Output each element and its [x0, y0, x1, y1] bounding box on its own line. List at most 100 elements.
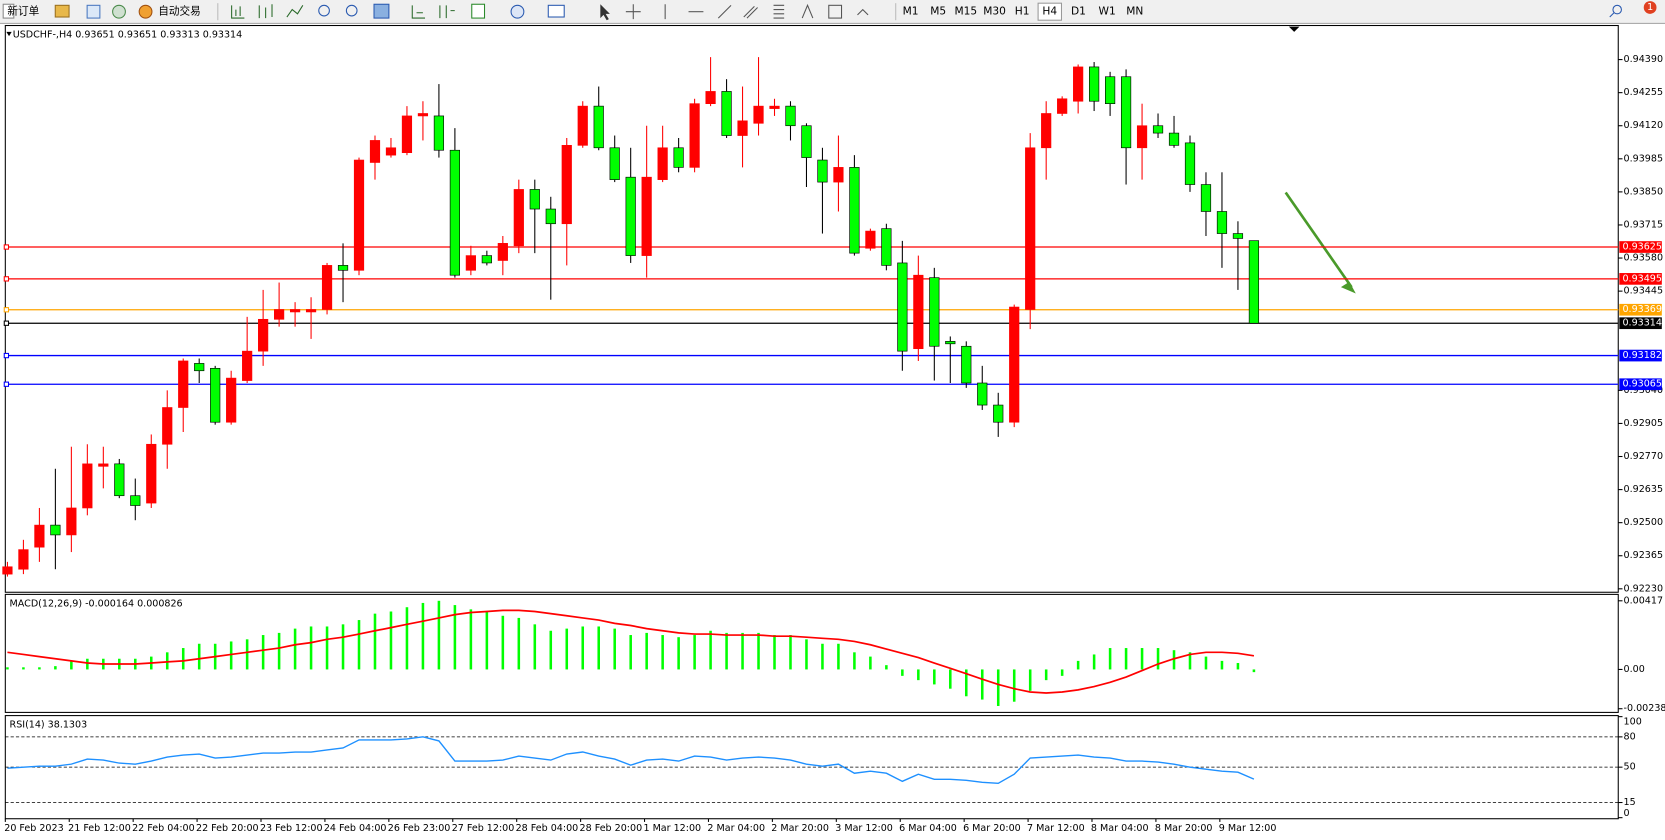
- x-tick-label: 20 Feb 2023: [4, 823, 63, 834]
- candle-body: [82, 463, 93, 509]
- timeframe-button[interactable]: M30: [983, 5, 1006, 18]
- icon[interactable]: [411, 5, 426, 19]
- candle-body: [593, 105, 604, 149]
- candle-body: [849, 167, 860, 254]
- candle-body: [993, 404, 1004, 423]
- icon[interactable]: [773, 4, 785, 19]
- icon[interactable]: [86, 4, 101, 19]
- icon[interactable]: [717, 4, 732, 19]
- icon[interactable]: [828, 4, 843, 19]
- x-tick-label: 8 Mar 20:00: [1155, 823, 1213, 834]
- candle-body: [753, 105, 764, 124]
- candle-body: [577, 105, 588, 146]
- price-line-handle: [3, 320, 10, 326]
- auto-trading-label[interactable]: 自动交易: [158, 5, 200, 18]
- search-icon[interactable]: [1609, 12, 1615, 18]
- macd-bar: [421, 602, 425, 670]
- search-icon[interactable]: [1612, 4, 1622, 15]
- icon[interactable]: [373, 3, 390, 19]
- macd-bar: [373, 613, 377, 670]
- timeframe-button[interactable]: M5: [930, 5, 946, 18]
- macd-bar: [405, 607, 409, 670]
- candle-body: [945, 341, 956, 345]
- candle-body: [1041, 113, 1052, 149]
- icon[interactable]: [471, 3, 486, 19]
- icon[interactable]: [318, 4, 330, 17]
- icon[interactable]: [439, 5, 455, 19]
- price-label: 0.93369: [1622, 304, 1661, 315]
- icon: [2, 3, 15, 19]
- icon[interactable]: [743, 6, 758, 19]
- candle-body: [385, 147, 397, 156]
- candle-body: [449, 149, 460, 276]
- macd-bar: [38, 667, 41, 670]
- icon[interactable]: [286, 5, 304, 18]
- icon[interactable]: [625, 4, 641, 20]
- candle-body: [1120, 76, 1132, 149]
- chart-shift-marker: [1288, 26, 1300, 32]
- candle-body: [689, 103, 700, 168]
- icon[interactable]: [600, 4, 610, 21]
- candle-body: [497, 243, 508, 261]
- icon[interactable]: [231, 5, 245, 19]
- x-tick-label: 6 Mar 04:00: [899, 823, 957, 834]
- price-label: 0.93625: [1622, 242, 1661, 253]
- macd-bar: [309, 626, 313, 670]
- macd-bar: [661, 635, 664, 670]
- icon[interactable]: [547, 4, 565, 18]
- macd-bar: [325, 626, 329, 670]
- candle-body: [146, 443, 157, 504]
- new-order-label[interactable]: 新订单: [7, 5, 39, 18]
- candle-body: [545, 208, 556, 225]
- timeframe-button[interactable]: M1: [903, 5, 919, 18]
- icon[interactable]: [345, 4, 358, 17]
- price-line-handle: [3, 276, 10, 282]
- y-tick-label: 0.94255: [1624, 87, 1663, 98]
- timeframe-button[interactable]: M15: [955, 5, 978, 18]
- price-label-box: [1619, 273, 1662, 285]
- candle-body: [1009, 306, 1020, 423]
- macd-bar: [613, 628, 616, 670]
- y-tick-label: 15: [1624, 797, 1636, 808]
- macd-bar: [1172, 650, 1176, 670]
- macd-bar: [980, 669, 984, 700]
- candle-body: [785, 105, 796, 127]
- y-tick-label: 0.93445: [1624, 286, 1663, 297]
- timeframe-button[interactable]: MN: [1126, 5, 1143, 18]
- price-label-box: [1619, 241, 1662, 253]
- y-tick-label: 100: [1624, 716, 1642, 727]
- icon[interactable]: [801, 3, 814, 19]
- candle-body: [865, 230, 876, 249]
- icon[interactable]: [510, 4, 525, 19]
- macd-bar: [949, 669, 952, 689]
- macd-bar: [1156, 648, 1160, 670]
- macd-bar: [996, 669, 1000, 706]
- auto-trading-button[interactable]: 自动交易: [138, 5, 201, 19]
- icon[interactable]: [258, 4, 273, 19]
- macd-bar: [469, 609, 473, 670]
- timeframe-button[interactable]: H1: [1015, 5, 1030, 18]
- notification-badge[interactable]: [1643, 1, 1657, 14]
- macd-bar: [901, 669, 904, 676]
- timeframe-button[interactable]: D1: [1071, 5, 1086, 18]
- rsi-line: [7, 736, 1255, 785]
- timeframe-button[interactable]: W1: [1099, 5, 1116, 18]
- macd-bar: [341, 624, 345, 670]
- toolbar-bg: [0, 0, 1665, 24]
- icon[interactable]: [54, 4, 70, 18]
- icon[interactable]: [857, 8, 869, 16]
- y-tick-label: 0.92500: [1624, 517, 1663, 528]
- macd-bar: [245, 639, 249, 670]
- signal-line: [7, 609, 1255, 694]
- candle-body: [609, 147, 620, 180]
- candle-body: [1168, 132, 1180, 146]
- candle-body: [465, 255, 476, 271]
- icon[interactable]: [112, 4, 126, 19]
- macd-bar: [725, 632, 728, 670]
- symbol-marker: [6, 31, 12, 37]
- x-tick-label: 28 Feb 20:00: [580, 823, 643, 834]
- candle-body: [162, 407, 173, 445]
- notification-count[interactable]: 1: [1647, 2, 1653, 13]
- timeframe-button[interactable]: H4: [1042, 5, 1057, 18]
- new-order-button[interactable]: 新订单: [2, 3, 40, 19]
